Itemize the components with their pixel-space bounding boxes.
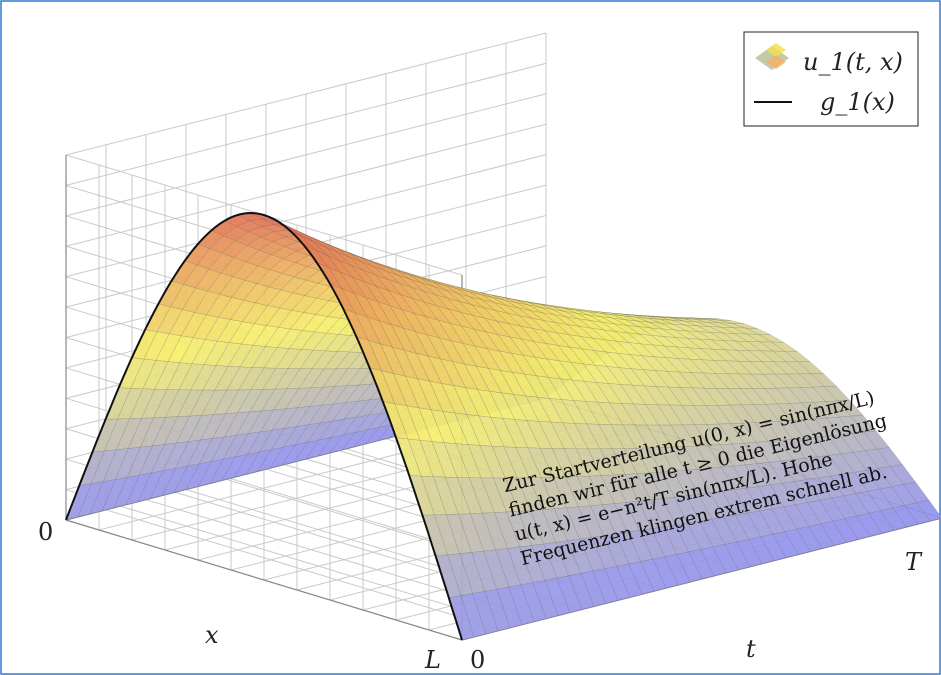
legend-label-g1: g_1(x)	[820, 88, 895, 116]
t-tick-T: T	[905, 548, 923, 576]
legend-label-u1: u_1(t, x)	[803, 48, 903, 76]
surface-patch	[484, 589, 511, 632]
legend: u_1(t, x) g_1(x)	[743, 31, 919, 127]
grid-line	[65, 93, 547, 217]
surface-patch	[460, 593, 487, 638]
curve-g1	[65, 211, 463, 641]
grid-line	[65, 62, 547, 186]
surface-u1	[65, 212, 941, 641]
x-tick-L: L	[424, 646, 441, 674]
axis-labels: 0 L x 0 T t	[38, 518, 923, 674]
box-edge	[65, 519, 463, 641]
t-axis-label: t	[746, 635, 756, 663]
legend-surface-swatch	[755, 43, 789, 70]
t-tick-0: 0	[470, 646, 485, 674]
surface-patch	[496, 586, 523, 629]
x-axis-label: x	[205, 621, 219, 649]
x-tick-0: 0	[38, 518, 53, 546]
surface-patch	[472, 591, 499, 635]
grid-line	[65, 32, 547, 156]
g1-line	[65, 211, 463, 641]
